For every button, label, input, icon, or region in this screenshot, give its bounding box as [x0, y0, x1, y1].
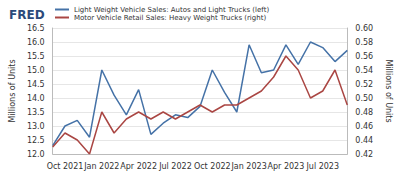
svg-text:0.50: 0.50 — [355, 94, 373, 103]
svg-text:15.5: 15.5 — [27, 52, 45, 61]
svg-text:Jan 2022: Jan 2022 — [83, 162, 119, 171]
svg-text:0.52: 0.52 — [355, 80, 373, 89]
svg-text:12.5: 12.5 — [27, 136, 45, 145]
svg-text:Millions of Units: Millions of Units — [384, 59, 393, 122]
svg-text:FRED: FRED — [9, 8, 45, 22]
svg-text:14.5: 14.5 — [27, 80, 45, 89]
svg-text:0.56: 0.56 — [355, 52, 373, 61]
svg-text:Oct 2021: Oct 2021 — [47, 162, 84, 171]
svg-text:0.58: 0.58 — [355, 38, 373, 47]
svg-text:12.0: 12.0 — [27, 150, 45, 159]
svg-text:Apr 2022: Apr 2022 — [120, 162, 157, 171]
svg-text:Jul 2022: Jul 2022 — [158, 162, 192, 171]
svg-text:0.54: 0.54 — [355, 66, 373, 75]
svg-text:13.5: 13.5 — [27, 108, 45, 117]
svg-text:13.0: 13.0 — [27, 122, 45, 131]
svg-text:Light Weight Vehicle Sales: Au: Light Weight Vehicle Sales: Autos and Li… — [74, 6, 269, 14]
svg-text:Motor Vehicle Retail Sales: He: Motor Vehicle Retail Sales: Heavy Weight… — [74, 14, 266, 22]
svg-text:Oct 2022: Oct 2022 — [194, 162, 231, 171]
svg-text:0.42: 0.42 — [355, 150, 373, 159]
svg-text:Millions of Units: Millions of Units — [8, 59, 17, 122]
svg-text:Jan 2023: Jan 2023 — [230, 162, 266, 171]
svg-text:Apr 2023: Apr 2023 — [268, 162, 305, 171]
svg-text:15.0: 15.0 — [27, 66, 45, 75]
svg-text:16.5: 16.5 — [27, 24, 45, 33]
svg-text:0.44: 0.44 — [355, 136, 373, 145]
svg-text:0.48: 0.48 — [355, 108, 373, 117]
svg-text:0.46: 0.46 — [355, 122, 373, 131]
svg-text:16.0: 16.0 — [27, 38, 45, 47]
svg-text:0.60: 0.60 — [355, 24, 373, 33]
svg-text:Jul 2023: Jul 2023 — [305, 162, 339, 171]
svg-text:14.0: 14.0 — [27, 94, 45, 103]
